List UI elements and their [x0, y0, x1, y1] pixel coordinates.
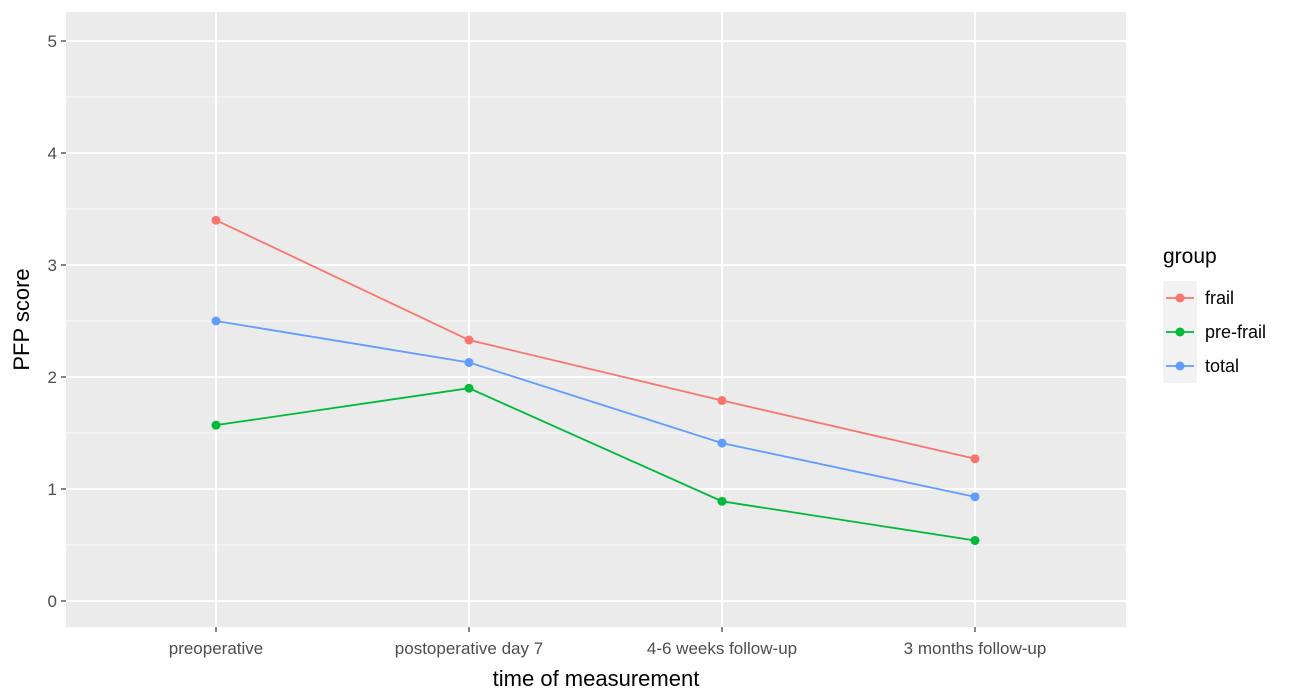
legend: group frail pre-frail total — [1163, 245, 1266, 383]
x-tick-label: 4-6 weeks follow-up — [647, 639, 797, 658]
x-axis: preoperative postoperative day 7 4-6 weeks… — [169, 627, 1047, 658]
x-tick-label: postoperative day 7 — [395, 639, 543, 658]
legend-label: frail — [1205, 288, 1234, 308]
x-tick-label: 3 months follow-up — [904, 639, 1047, 658]
y-axis-title: PFP score — [9, 268, 34, 370]
y-tick-label: 1 — [48, 480, 57, 499]
data-point — [211, 316, 221, 326]
legend-key-point — [1175, 293, 1185, 303]
legend-key-point — [1175, 327, 1185, 337]
legend-items: frail pre-frail total — [1163, 281, 1266, 383]
data-point — [211, 420, 221, 430]
series-pre-frail — [211, 383, 980, 546]
data-point — [970, 536, 980, 546]
legend-label: total — [1205, 356, 1239, 376]
series-layer — [211, 215, 980, 546]
y-tick-label: 2 — [48, 368, 57, 387]
legend-label: pre-frail — [1205, 322, 1266, 342]
x-tick-label: preoperative — [169, 639, 264, 658]
data-point — [211, 215, 221, 225]
y-tick-label: 5 — [48, 32, 57, 51]
y-tick-label: 0 — [48, 592, 57, 611]
grid-minor — [66, 96, 1126, 546]
series-line — [215, 219, 976, 460]
data-point — [717, 496, 727, 506]
legend-title: group — [1163, 245, 1217, 268]
data-point — [970, 492, 980, 502]
y-axis: 0 1 2 3 4 5 — [48, 32, 66, 611]
legend-item: total — [1163, 349, 1239, 383]
data-point — [464, 335, 474, 345]
y-tick-label: 4 — [48, 144, 57, 163]
x-axis-title: time of measurement — [493, 666, 700, 691]
series-line — [215, 320, 976, 498]
legend-key-point — [1175, 361, 1185, 371]
series-line — [215, 387, 976, 542]
legend-item: pre-frail — [1163, 315, 1266, 349]
data-point — [970, 454, 980, 464]
data-point — [717, 438, 727, 448]
legend-item: frail — [1163, 281, 1234, 315]
grid-major — [66, 12, 1126, 627]
plot-panel — [66, 12, 1126, 627]
data-point — [464, 357, 474, 367]
series-frail — [211, 215, 980, 464]
y-tick-label: 3 — [48, 256, 57, 275]
data-point — [717, 396, 727, 406]
data-point — [464, 383, 474, 393]
series-total — [211, 316, 980, 502]
